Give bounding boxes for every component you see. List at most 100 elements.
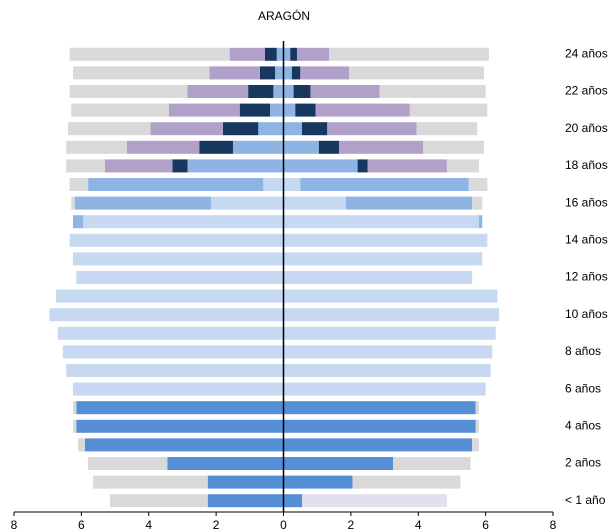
bar-segment [273,85,284,98]
bar-segment [392,457,471,470]
bar-segment [302,494,447,508]
bar-segment [76,271,284,284]
bar-segment [283,419,476,433]
bar-segment [283,382,486,396]
bar-segment [67,122,151,136]
bar-segment [283,140,319,154]
bar-segment [150,122,223,136]
bar-segment [88,178,264,191]
bar-segment [352,475,461,489]
bar-segment [291,66,301,80]
bar-segment [88,457,168,470]
age-label: 8 años [565,344,601,358]
chart-title: ARAGÓN [258,8,310,23]
bar-segment [74,196,212,210]
bar-segment [283,271,473,284]
bar-segment [290,47,297,61]
bar-segment [110,494,208,508]
bar-segment [283,345,493,359]
bar-segment [475,419,479,433]
bar-segment [72,66,210,80]
bar-segment [283,178,301,191]
age-label: 24 años [565,46,608,60]
x-tick-label: 2 [348,518,355,532]
bar-segment [349,66,484,80]
bar-segment [199,140,233,154]
bar-segment [295,103,316,117]
bar-segment [56,289,284,303]
bar-segment [270,103,284,117]
bar-segment [78,438,85,452]
bar-segment [258,122,284,136]
bar-segment [283,326,496,340]
bar-segment [84,438,284,452]
bar-segment [66,140,127,154]
bar-segment [187,85,249,98]
bar-segment [69,47,230,61]
bar-segment [211,196,284,210]
bar-segment [62,345,284,359]
age-label: 6 años [565,381,601,395]
bar-segment [69,178,89,191]
x-tick-label: 4 [415,518,422,532]
bar-segment [76,401,284,415]
bar-segment [83,215,284,229]
bar-segment [446,159,479,173]
age-label: 22 años [565,84,608,98]
bar-segment [209,66,260,80]
bar-segment [416,122,478,136]
bar-segment [283,364,491,377]
bar-segment [379,85,486,98]
bar-segment [283,308,500,322]
bar-segment [259,66,276,80]
bar-segment [310,85,380,98]
bar-segment [283,215,479,229]
bar-segment [167,457,284,470]
bar-segment [72,419,77,433]
age-label: 2 años [565,456,601,470]
age-label: 20 años [565,121,608,135]
bar-segment [283,122,303,136]
bar-segment [264,47,277,61]
bar-segment [69,233,284,247]
x-tick-label: 6 [482,518,489,532]
bar-segment [72,215,84,229]
bar-segment [283,289,498,303]
age-label: 14 años [565,232,608,246]
bar-segment [276,47,284,61]
bar-segment [187,159,284,173]
bar-segment [409,103,488,117]
bar-segment [93,475,208,489]
bar-segment [66,364,284,377]
bar-segment [472,196,483,210]
bar-segment [283,252,483,266]
bar-segment [283,475,353,489]
bar-segment [315,103,410,117]
bar-segment [71,103,169,117]
bar-segment [222,122,259,136]
bar-segment [475,401,479,415]
age-label: 4 años [565,418,601,432]
age-label: < 1 año [565,493,606,507]
bar-segment [72,382,284,396]
bar-segment [283,159,358,173]
bar-segment [76,419,284,433]
x-tick-label: 0 [280,518,287,532]
bar-segment [283,85,294,98]
bar-segment [327,122,417,136]
bar-segment [239,103,271,117]
bar-segment [126,140,200,154]
bar-segment [66,159,105,173]
bar-segment [263,178,284,191]
bar-segment [468,178,488,191]
bar-segment [72,401,77,415]
bar-segment [302,122,328,136]
bar-segment [283,47,291,61]
bar-segment [367,159,447,173]
x-tick-label: 8 [11,518,18,532]
bar-segment [293,85,311,98]
bar-segment [283,457,393,470]
bar-segment [57,326,284,340]
bar-segment [300,178,469,191]
